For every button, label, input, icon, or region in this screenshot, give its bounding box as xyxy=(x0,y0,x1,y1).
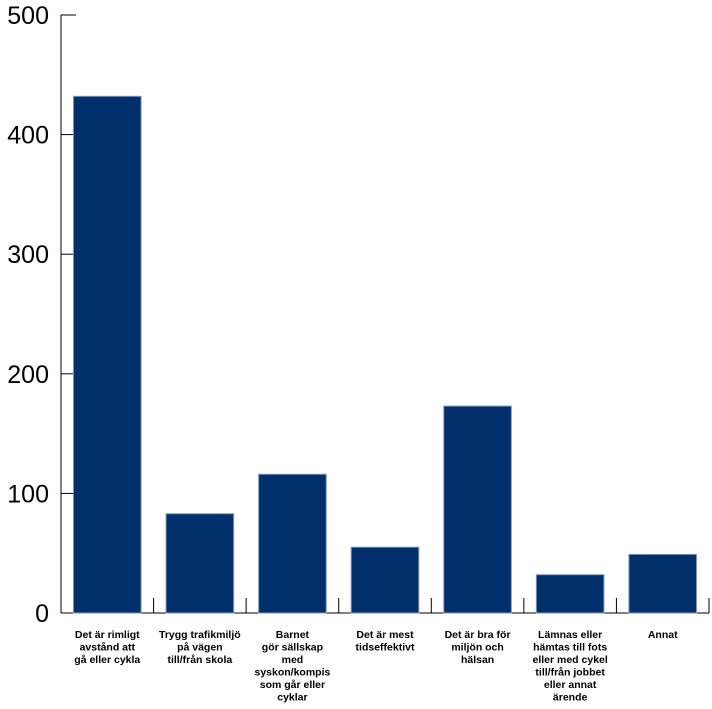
y-tick-label: 300 xyxy=(7,241,49,269)
category-label: Lämnas eller hämtas till fots eller med cy… xyxy=(532,629,607,704)
category-label-line: på vägen xyxy=(177,642,223,654)
category-label: Annat xyxy=(648,629,678,641)
category-label-line: avstånd att xyxy=(80,642,136,654)
bar xyxy=(628,553,698,614)
category-label-line: syskon/kompis xyxy=(254,667,330,679)
category-label-line: Det är bra för xyxy=(445,629,511,641)
category-label-line: Det är mest xyxy=(356,629,414,641)
category-label: Trygg trafikmiljö på vägen till/från skola xyxy=(159,629,241,666)
category-label-line: hälsan xyxy=(461,654,494,666)
bar xyxy=(165,513,235,614)
category-label-line: som går eller xyxy=(260,679,325,691)
category-label: Det är rimligt avstånd att gå eller cykla xyxy=(74,629,140,666)
bar xyxy=(350,546,420,614)
category-label-line: till/från jobbet xyxy=(535,667,605,679)
bar xyxy=(258,473,327,614)
y-tick-label: 100 xyxy=(7,480,49,508)
y-tick-label: 0 xyxy=(35,600,49,628)
category-label-line: Annat xyxy=(648,629,678,641)
category-label-line: gå eller cykla xyxy=(74,654,140,666)
category-label-line: Trygg trafikmiljö xyxy=(159,629,241,641)
y-tick-label: 200 xyxy=(7,361,49,389)
category-label: Det är mest tidseffektivt xyxy=(356,629,415,654)
y-tick-label: 400 xyxy=(7,122,49,150)
category-label-line: Det är rimligt xyxy=(75,629,140,641)
category-label-line: till/från skola xyxy=(167,654,232,666)
category-label-line: hämtas till fots xyxy=(533,642,607,654)
category-label-line: miljön och xyxy=(451,642,504,654)
y-axis: 0 100 200 300 400 500 xyxy=(7,2,76,628)
category-label-line: cyklar xyxy=(277,692,307,704)
category-labels: Det är rimligt avstånd att gå eller cykla T… xyxy=(74,629,678,704)
category-label-line: tidseffektivt xyxy=(356,642,415,654)
bar xyxy=(535,574,605,614)
category-label: Det är bra för miljön och hälsan xyxy=(445,629,511,666)
category-label-line: eller med cykel xyxy=(532,654,607,666)
bars xyxy=(72,95,698,614)
y-tick-label: 500 xyxy=(7,2,49,30)
category-label-line: Lämnas eller xyxy=(538,629,602,641)
category-label-line: ärende xyxy=(553,692,588,704)
bar xyxy=(443,405,512,614)
category-label-line: gör sällskap xyxy=(262,642,323,654)
category-label-line: Barnet xyxy=(276,629,310,641)
category-label-line: eller annat xyxy=(544,679,597,691)
bar xyxy=(72,95,142,614)
category-label: Barnet gör sällskap med syskon/kompis som gå… xyxy=(254,629,330,704)
category-label-line: med xyxy=(282,654,304,666)
